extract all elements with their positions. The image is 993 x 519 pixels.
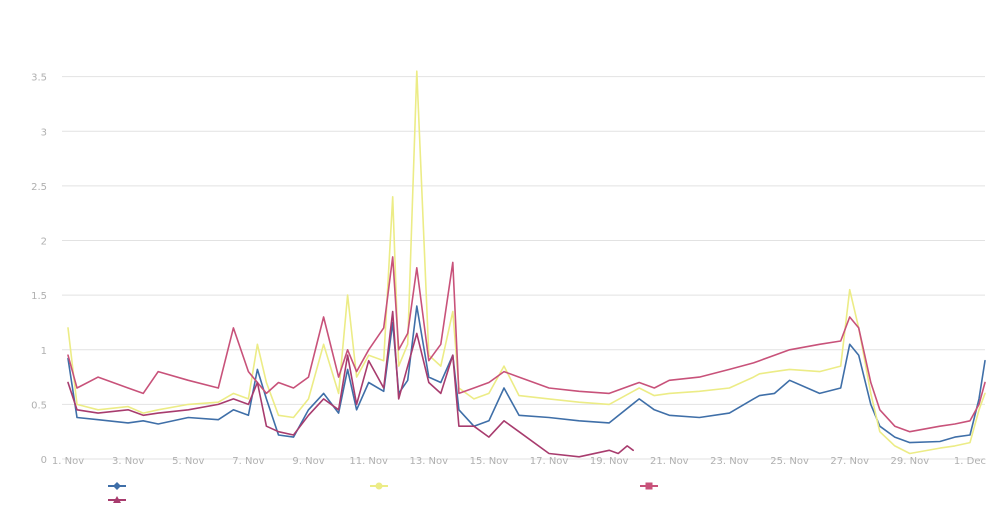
y-tick-label: 2 <box>41 237 47 248</box>
x-tick-label: 21. Nov <box>650 456 689 467</box>
legend-item-2[interactable] <box>370 483 388 490</box>
series-lines <box>68 71 985 457</box>
x-tick-labels: 1. Nov 3. Nov 5. Nov 7. Nov 9. Nov 11. Nov 13.… <box>52 456 986 467</box>
legend-item-1[interactable] <box>108 482 126 490</box>
y-tick-label: 1.5 <box>31 291 47 302</box>
series-line-1 <box>68 306 985 443</box>
series-line-3 <box>68 257 985 432</box>
y-tick-labels: 0 0.5 1 1.5 2 2.5 3 3.5 <box>31 73 47 466</box>
y-tick-label: 1 <box>41 346 47 357</box>
x-tick-label: 17. Nov <box>530 456 569 467</box>
y-tick-label: 0.5 <box>31 400 47 411</box>
series-line-2 <box>68 71 985 453</box>
y-tick-label: 3.5 <box>31 73 47 84</box>
legend-item-4[interactable] <box>108 496 126 503</box>
legend-marker-1 <box>113 482 121 490</box>
x-tick-label: 13. Nov <box>409 456 448 467</box>
x-tick-label: 27. Nov <box>830 456 869 467</box>
x-tick-label: 9. Nov <box>292 456 324 467</box>
legend-item-3[interactable] <box>640 483 658 490</box>
grid-lines <box>62 77 985 459</box>
y-tick-label: 3 <box>41 127 47 138</box>
x-tick-label: 25. Nov <box>770 456 809 467</box>
x-tick-label: 15. Nov <box>470 456 509 467</box>
x-tick-label: 1. Nov <box>52 456 84 467</box>
legend[interactable] <box>108 482 658 503</box>
x-tick-label: 29. Nov <box>891 456 930 467</box>
legend-marker-2 <box>376 483 383 490</box>
x-tick-label: 5. Nov <box>172 456 204 467</box>
y-tick-label: 2.5 <box>31 182 47 193</box>
x-tick-label: 7. Nov <box>232 456 264 467</box>
y-tick-label: 0 <box>41 455 47 466</box>
x-tick-label: 1. Dec <box>954 456 986 467</box>
x-tick-label: 19. Nov <box>590 456 629 467</box>
x-tick-label: 11. Nov <box>349 456 388 467</box>
legend-marker-3 <box>646 483 653 490</box>
x-tick-label: 3. Nov <box>112 456 144 467</box>
x-tick-label: 23. Nov <box>710 456 749 467</box>
